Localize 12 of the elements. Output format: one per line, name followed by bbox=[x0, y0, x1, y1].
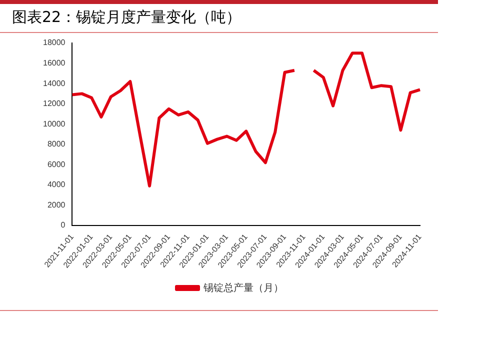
y-tick-label: 2000 bbox=[47, 200, 66, 210]
y-tick-label: 10000 bbox=[42, 119, 66, 128]
y-tick-label: 18000 bbox=[42, 38, 66, 48]
legend-label: 锡锭总产量（月） bbox=[202, 282, 284, 294]
y-tick-label: 16000 bbox=[42, 58, 66, 68]
y-tick-label: 12000 bbox=[42, 99, 66, 108]
y-tick-label: 6000 bbox=[47, 160, 66, 169]
y-tick-label: 14000 bbox=[42, 78, 66, 88]
y-tick-label: 4000 bbox=[47, 180, 66, 190]
y-tick-label: 0 bbox=[60, 220, 66, 230]
y-tick-label: 8000 bbox=[47, 140, 66, 149]
chart-title: 图表22：锡锭月度产量变化（吨） bbox=[0, 4, 438, 33]
